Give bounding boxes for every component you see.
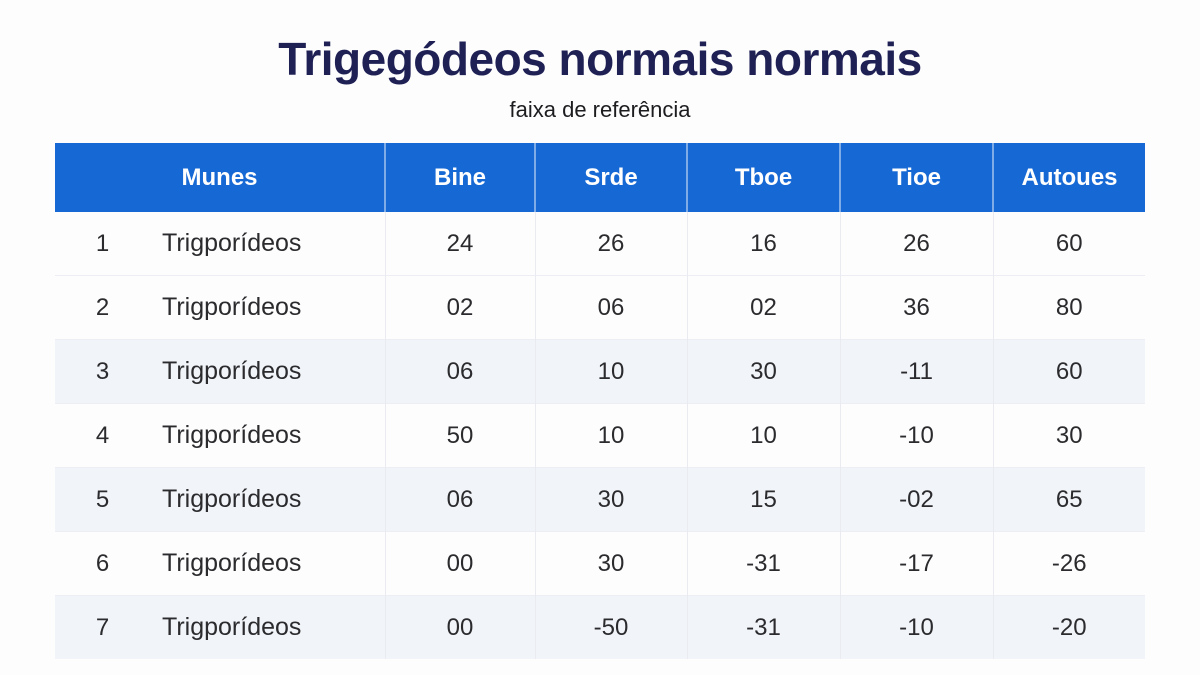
row-number-cell: 2	[55, 275, 150, 340]
value-cell: 80	[992, 275, 1146, 340]
table-row: 6 Trigporídeos 00 30 -31 -17 -26	[55, 531, 1146, 596]
row-name-cell: Trigporídeos	[150, 531, 386, 596]
table-row: 5 Trigporídeos 06 30 15 -02 65	[55, 467, 1146, 532]
value-cell: 26	[534, 212, 688, 276]
reference-table: Munes Bine Srde Tboe Tioe Autoues 1 Trig…	[55, 143, 1146, 659]
column-header-munes: Munes	[55, 143, 386, 212]
value-cell: 36	[839, 275, 994, 340]
value-cell: 16	[686, 212, 841, 276]
value-cell: -10	[839, 595, 994, 659]
value-cell: 30	[686, 339, 841, 404]
value-cell: 06	[384, 339, 536, 404]
row-number-cell: 3	[55, 339, 150, 404]
value-cell: 02	[384, 275, 536, 340]
row-number-cell: 7	[55, 595, 150, 659]
row-number-cell: 6	[55, 531, 150, 596]
column-header-tioe: Tioe	[839, 143, 994, 212]
row-number-cell: 1	[95, 229, 110, 257]
value-cell: 15	[686, 467, 841, 532]
value-cell: -20	[992, 595, 1146, 659]
row-name-cell: Trigporídeos	[162, 229, 302, 257]
page-title: Trigegódeos normais normais	[278, 33, 922, 85]
row-number-cell: 5	[55, 467, 150, 532]
column-header-bine: Bine	[384, 143, 536, 212]
value-cell: -11	[839, 339, 994, 404]
table-header-row: Munes Bine Srde Tboe Tioe Autoues	[55, 143, 1146, 212]
value-cell: 24	[384, 212, 536, 276]
value-cell: 26	[839, 212, 994, 276]
value-cell: -50	[534, 595, 688, 659]
value-cell: -10	[839, 403, 994, 468]
value-cell: -02	[839, 467, 994, 532]
row-name-cell: Trigporídeos	[150, 339, 386, 404]
value-cell: 50	[384, 403, 536, 468]
table-row: 7 Trigporídeos 00 -50 -31 -10 -20	[55, 595, 1146, 659]
value-cell: -31	[686, 531, 841, 596]
value-cell: 60	[992, 339, 1146, 404]
row-number-cell: 4	[55, 403, 150, 468]
column-header-autoues: Autoues	[992, 143, 1146, 212]
value-cell: -17	[839, 531, 994, 596]
value-cell: 06	[534, 275, 688, 340]
page-subtitle: faixa de referência	[509, 97, 691, 122]
value-cell: 30	[534, 467, 688, 532]
table-row: 2 Trigporídeos 02 06 02 36 80	[55, 275, 1146, 340]
table-row: 1 Trigporídeos 24 26 16 26 60	[55, 212, 1146, 276]
value-cell: 30	[992, 403, 1146, 468]
column-header-srde: Srde	[534, 143, 688, 212]
value-cell: 06	[384, 467, 536, 532]
row-name-cell: Trigporídeos	[150, 595, 386, 659]
table-row: 4 Trigporídeos 50 10 10 -10 30	[55, 403, 1146, 468]
column-header-tboe: Tboe	[686, 143, 841, 212]
value-cell: 10	[686, 403, 841, 468]
row-name-cell: Trigporídeos	[150, 275, 386, 340]
table-body: 1 Trigporídeos 24 26 16 26 60 2 Trigporí…	[55, 212, 1146, 659]
value-cell: 02	[686, 275, 841, 340]
value-cell: 30	[534, 531, 688, 596]
table-row: 3 Trigporídeos 06 10 30 -11 60	[55, 339, 1146, 404]
value-cell: -31	[686, 595, 841, 659]
value-cell: 10	[534, 403, 688, 468]
value-cell: 65	[992, 467, 1146, 532]
row-name-cell: Trigporídeos	[150, 467, 386, 532]
value-cell: 00	[384, 595, 536, 659]
row-name-cell: Trigporídeos	[150, 403, 386, 468]
value-cell: -26	[992, 531, 1146, 596]
value-cell: 00	[384, 531, 536, 596]
value-cell: 60	[992, 212, 1146, 276]
value-cell: 10	[534, 339, 688, 404]
